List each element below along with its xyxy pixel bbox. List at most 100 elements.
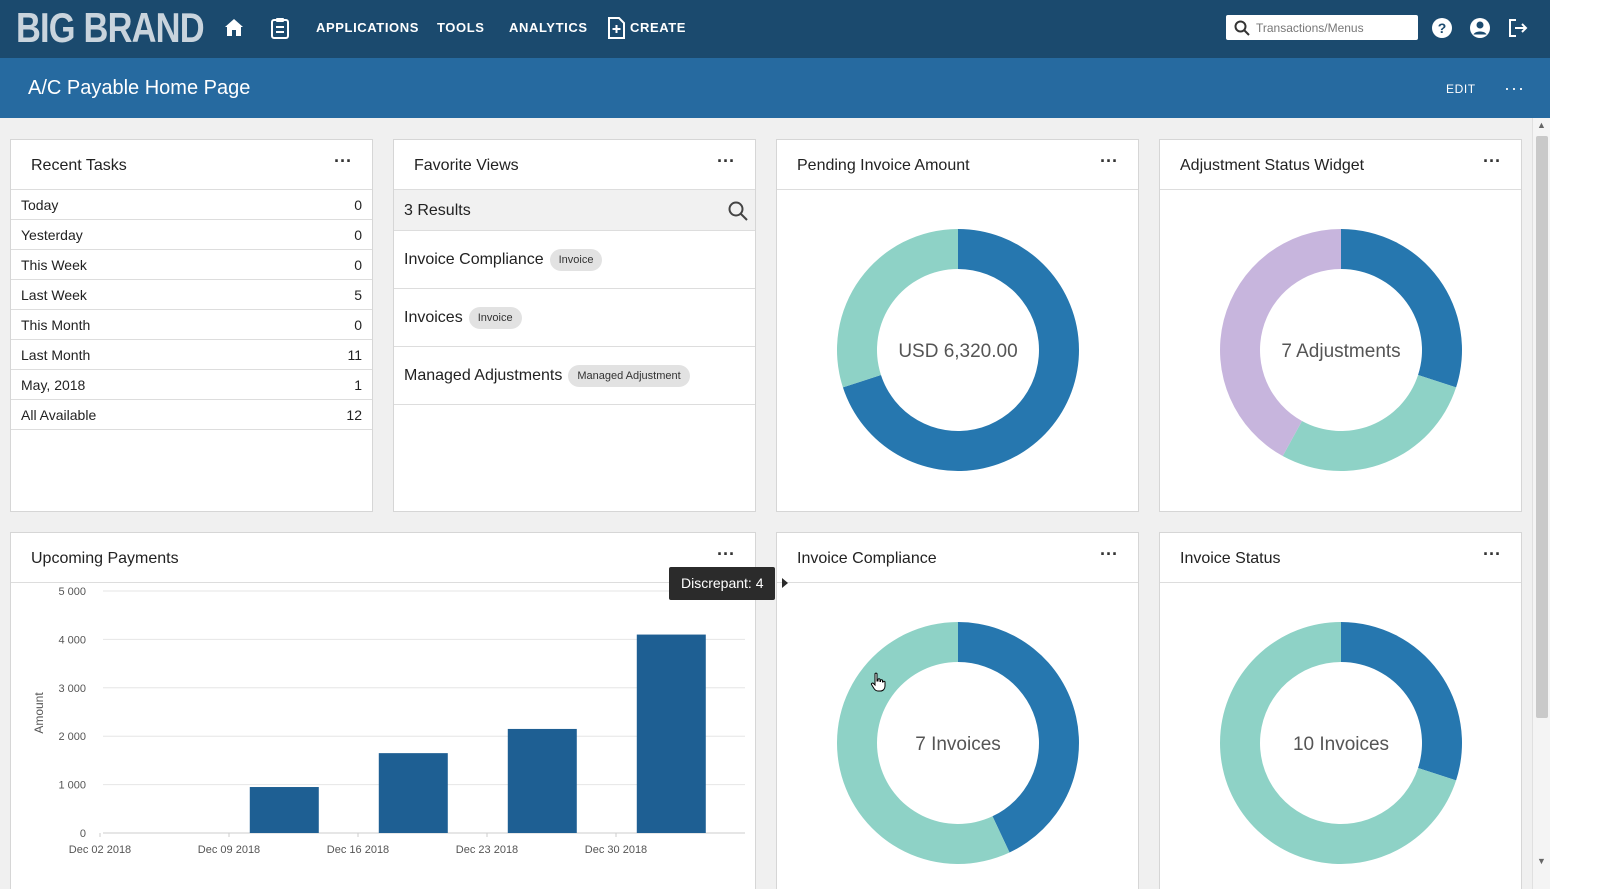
y-tick-label: 3 000 bbox=[58, 683, 86, 695]
page-more-menu[interactable]: ··· bbox=[1504, 78, 1525, 98]
favorite-view-label: Managed Adjustments bbox=[404, 366, 563, 384]
task-period-label: Last Month bbox=[21, 346, 91, 363]
card-more-menu[interactable]: ··· bbox=[1483, 544, 1501, 564]
y-axis-label: Amount bbox=[32, 692, 46, 734]
task-count: 12 bbox=[346, 406, 362, 423]
recent-task-row[interactable]: This Month 0 bbox=[11, 310, 372, 340]
favorite-views-card: Favorite Views ··· 3 Results Invoice Com… bbox=[393, 139, 756, 512]
card-more-menu[interactable]: ··· bbox=[717, 151, 735, 171]
scroll-thumb[interactable] bbox=[1536, 136, 1548, 718]
card-title: Invoice Status bbox=[1180, 550, 1281, 567]
favorite-view-item[interactable]: Invoice Compliance Invoice bbox=[394, 231, 755, 289]
recent-task-row[interactable]: May, 2018 1 bbox=[11, 370, 372, 400]
task-period-label: This Month bbox=[21, 316, 91, 333]
logout-icon[interactable] bbox=[1506, 16, 1530, 40]
donut-segment[interactable] bbox=[836, 228, 958, 388]
nav-create[interactable]: CREATE bbox=[630, 20, 687, 35]
task-count: 0 bbox=[354, 316, 362, 333]
page-header: A/C Payable Home Page EDIT ··· bbox=[0, 58, 1550, 118]
chart-tooltip: Discrepant: 4 bbox=[669, 567, 776, 600]
results-count: 3 Results bbox=[404, 202, 471, 219]
payment-bar[interactable] bbox=[636, 634, 706, 833]
scroll-down-arrow[interactable]: ▼ bbox=[1537, 856, 1546, 866]
donut-segment[interactable] bbox=[1341, 622, 1463, 781]
y-tick-label: 2 000 bbox=[58, 731, 86, 743]
recent-task-row[interactable]: All Available 12 bbox=[11, 400, 372, 430]
card-header: Adjustment Status Widget ··· bbox=[1160, 140, 1521, 190]
x-tick-label: Dec 09 2018 bbox=[198, 844, 260, 856]
donut-segment[interactable] bbox=[958, 622, 1079, 853]
help-icon[interactable]: ? bbox=[1430, 16, 1454, 40]
card-more-menu[interactable]: ··· bbox=[717, 544, 735, 564]
nav-analytics[interactable]: ANALYTICS bbox=[509, 20, 588, 35]
user-icon[interactable] bbox=[1468, 16, 1492, 40]
clipboard-icon[interactable] bbox=[268, 16, 292, 40]
card-title: Favorite Views bbox=[414, 157, 519, 174]
task-count: 0 bbox=[354, 256, 362, 273]
task-period-label: All Available bbox=[21, 406, 97, 423]
donut-segment[interactable] bbox=[1341, 229, 1463, 388]
card-title: Pending Invoice Amount bbox=[797, 157, 970, 174]
card-header: Recent Tasks ··· bbox=[11, 140, 372, 190]
global-search[interactable] bbox=[1226, 15, 1418, 40]
favorite-view-label: Invoices bbox=[404, 308, 463, 326]
recent-task-row[interactable]: Today 0 bbox=[11, 190, 372, 220]
card-header: Favorite Views ··· bbox=[394, 140, 755, 190]
pending-invoice-donut[interactable]: USD 6,320.00 bbox=[777, 190, 1138, 511]
card-more-menu[interactable]: ··· bbox=[1483, 151, 1501, 171]
donut-center-label: USD 6,320.00 bbox=[898, 341, 1017, 362]
scrollbar[interactable]: ▲ ▼ bbox=[1532, 118, 1550, 889]
x-tick-label: Dec 30 2018 bbox=[585, 844, 647, 856]
card-title: Upcoming Payments bbox=[31, 550, 179, 567]
favorite-view-label: Invoice Compliance bbox=[404, 250, 544, 268]
upcoming-payments-chart: 5 000 4 000 3 000 2 000 1 000 0 Amount Dec 02 2… bbox=[32, 586, 745, 856]
pending-invoice-card: Pending Invoice Amount ··· USD 6,320.00 bbox=[776, 139, 1139, 512]
favorite-view-item[interactable]: Managed Adjustments Managed Adjustment bbox=[394, 347, 755, 405]
donut-center-label: 10 Invoices bbox=[1293, 734, 1389, 755]
results-bar: 3 Results bbox=[394, 190, 755, 231]
recent-task-row[interactable]: This Week 0 bbox=[11, 250, 372, 280]
favorite-view-item[interactable]: Invoices Invoice bbox=[394, 289, 755, 347]
card-more-menu[interactable]: ··· bbox=[1100, 544, 1118, 564]
recent-tasks-card: Recent Tasks ··· Today 0 Yesterday 0 This We… bbox=[10, 139, 373, 512]
donut-segment[interactable] bbox=[1220, 622, 1457, 864]
invoice-status-donut[interactable]: 10 Invoices bbox=[1160, 583, 1521, 889]
x-tick-label: Dec 02 2018 bbox=[69, 844, 131, 856]
invoice-status-card: Invoice Status ··· 10 Invoices bbox=[1159, 532, 1522, 889]
adjustment-status-card: Adjustment Status Widget ··· 7 Adjustmen… bbox=[1159, 139, 1522, 512]
task-count: 0 bbox=[354, 196, 362, 213]
svg-text:?: ? bbox=[1438, 20, 1447, 36]
task-period-label: This Week bbox=[21, 256, 87, 273]
card-title: Invoice Compliance bbox=[797, 550, 937, 567]
y-tick-label: 4 000 bbox=[58, 634, 86, 646]
recent-task-row[interactable]: Yesterday 0 bbox=[11, 220, 372, 250]
scroll-up-arrow[interactable]: ▲ bbox=[1537, 120, 1546, 130]
payment-bar[interactable] bbox=[249, 787, 319, 833]
nav-tools[interactable]: TOOLS bbox=[437, 20, 485, 35]
invoice-compliance-donut[interactable]: 7 Invoices bbox=[777, 583, 1138, 889]
task-count: 11 bbox=[347, 346, 362, 363]
edit-button[interactable]: EDIT bbox=[1446, 82, 1476, 96]
adjustment-status-donut[interactable]: 7 Adjustments bbox=[1160, 190, 1521, 511]
card-more-menu[interactable]: ··· bbox=[1100, 151, 1118, 171]
y-tick-label: 5 000 bbox=[58, 586, 86, 598]
brand-logo[interactable]: BIG BRAND bbox=[16, 4, 205, 51]
home-icon[interactable] bbox=[222, 16, 246, 40]
nav-applications[interactable]: APPLICATIONS bbox=[316, 20, 420, 35]
recent-task-row[interactable]: Last Week 5 bbox=[11, 280, 372, 310]
donut-segment[interactable] bbox=[842, 229, 1079, 471]
payment-bar[interactable] bbox=[378, 753, 448, 833]
donut-segment[interactable] bbox=[1282, 375, 1457, 471]
donut-segment[interactable] bbox=[1220, 229, 1341, 457]
task-period-label: Last Week bbox=[21, 286, 87, 303]
task-count: 5 bbox=[354, 286, 362, 303]
y-tick-label: 1 000 bbox=[58, 780, 86, 792]
card-more-menu[interactable]: ··· bbox=[334, 151, 352, 171]
task-period-label: May, 2018 bbox=[21, 376, 86, 393]
search-input[interactable] bbox=[1256, 20, 1406, 35]
task-period-label: Today bbox=[21, 196, 59, 213]
search-icon[interactable] bbox=[727, 200, 749, 222]
recent-task-row[interactable]: Last Month 11 bbox=[11, 340, 372, 370]
payment-bar[interactable] bbox=[507, 728, 577, 833]
create-document-icon[interactable] bbox=[606, 17, 626, 39]
